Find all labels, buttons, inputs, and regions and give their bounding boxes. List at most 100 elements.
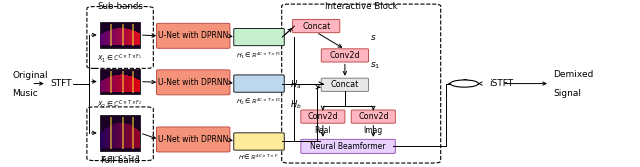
Text: Original: Original	[12, 71, 48, 80]
Bar	[106, 78, 108, 92]
Bar	[122, 117, 124, 149]
Bar	[100, 69, 140, 94]
Text: Conv2d: Conv2d	[330, 51, 360, 60]
Bar	[122, 71, 124, 93]
Bar	[136, 79, 138, 92]
Bar	[128, 76, 130, 92]
Text: $H_a$: $H_a$	[290, 78, 301, 91]
Bar	[116, 75, 118, 92]
Bar	[100, 22, 140, 48]
Bar	[116, 28, 118, 45]
Bar	[132, 71, 134, 93]
Bar	[106, 128, 108, 148]
Bar	[102, 33, 104, 45]
Bar	[116, 123, 118, 148]
Bar	[100, 34, 102, 45]
Text: $X \in \mathbb{C}^{C\times T\times F}$: $X \in \mathbb{C}^{C\times T\times F}$	[100, 154, 140, 165]
Bar	[108, 77, 109, 92]
Bar	[126, 29, 128, 45]
Text: STFT: STFT	[51, 79, 72, 88]
FancyBboxPatch shape	[157, 127, 230, 152]
Bar	[124, 75, 126, 92]
Bar	[122, 28, 124, 45]
Text: $s_1$: $s_1$	[370, 60, 380, 71]
Text: U-Net with DPRNN: U-Net with DPRNN	[158, 31, 228, 40]
FancyBboxPatch shape	[351, 110, 396, 123]
Bar	[128, 124, 130, 148]
Bar	[112, 124, 114, 148]
Bar	[100, 132, 102, 148]
Bar	[112, 29, 114, 45]
Bar	[128, 29, 130, 45]
Bar	[136, 32, 138, 45]
Text: $H_1 \in \mathbb{R}^{4C\times T\times F_1}$: $H_1 \in \mathbb{R}^{4C\times T\times F_…	[236, 51, 282, 61]
Bar	[104, 129, 106, 148]
Text: Demixed: Demixed	[553, 70, 593, 79]
Text: Signal: Signal	[553, 89, 581, 98]
Bar	[124, 28, 126, 45]
FancyBboxPatch shape	[157, 70, 230, 95]
Bar	[120, 123, 122, 148]
Text: Interactive Block: Interactive Block	[324, 2, 397, 11]
Text: Concat: Concat	[302, 22, 330, 31]
Text: iSTFT: iSTFT	[489, 79, 513, 88]
Bar	[134, 78, 136, 92]
Bar	[104, 79, 106, 92]
Bar	[134, 128, 136, 148]
Bar	[136, 129, 138, 148]
Bar	[104, 32, 106, 45]
Text: $X_1 \in \mathbb{C}^{C\times T\times F_1}$: $X_1 \in \mathbb{C}^{C\times T\times F_1…	[97, 52, 143, 64]
Bar	[130, 125, 132, 148]
Text: $H_2 \in \mathbb{R}^{4C\times T\times F_2}$: $H_2 \in \mathbb{R}^{4C\times T\times F_…	[236, 97, 282, 107]
Bar	[130, 76, 132, 92]
Bar	[109, 24, 112, 46]
Bar	[120, 28, 122, 45]
FancyBboxPatch shape	[321, 78, 369, 91]
Text: Imag: Imag	[364, 126, 383, 135]
Text: $H \in \mathbb{R}^{4C\times T\times F}$: $H \in \mathbb{R}^{4C\times T\times F}$	[239, 153, 280, 162]
Bar	[134, 31, 136, 45]
Text: Neural Beamformer: Neural Beamformer	[310, 142, 386, 151]
Bar	[102, 131, 104, 148]
Bar	[114, 29, 116, 45]
Bar	[109, 125, 112, 148]
Text: Real: Real	[315, 126, 331, 135]
Bar	[109, 71, 112, 93]
Bar	[138, 33, 140, 45]
Bar	[109, 117, 112, 149]
Text: Conv2d: Conv2d	[358, 112, 388, 121]
Text: $X_2 \in \mathbb{C}^{C\times T\times F_2}$: $X_2 \in \mathbb{C}^{C\times T\times F_2…	[97, 99, 143, 111]
Text: Music: Music	[12, 89, 38, 98]
FancyBboxPatch shape	[234, 133, 284, 150]
Bar	[100, 115, 140, 151]
Bar	[112, 76, 114, 92]
Bar	[118, 74, 120, 92]
Bar	[132, 127, 134, 148]
Text: $H_b$: $H_b$	[290, 99, 301, 111]
Text: U-Net with DPRNN: U-Net with DPRNN	[158, 78, 228, 87]
Bar	[124, 123, 126, 148]
Bar	[108, 127, 109, 148]
Text: Sub-bands: Sub-bands	[97, 2, 143, 11]
Bar	[106, 31, 108, 45]
FancyBboxPatch shape	[301, 139, 396, 153]
Bar	[138, 80, 140, 92]
Circle shape	[451, 80, 478, 87]
Bar	[132, 77, 134, 92]
FancyBboxPatch shape	[157, 23, 230, 48]
FancyBboxPatch shape	[321, 49, 369, 62]
Bar	[118, 123, 120, 148]
Bar	[100, 81, 102, 92]
Bar	[122, 24, 124, 46]
Text: U-Net with DPRNN: U-Net with DPRNN	[158, 135, 228, 144]
FancyBboxPatch shape	[234, 75, 284, 92]
Bar	[108, 31, 109, 45]
Bar	[109, 30, 112, 45]
Bar	[114, 75, 116, 92]
Bar	[138, 131, 140, 148]
Bar	[118, 28, 120, 45]
Bar	[109, 76, 112, 92]
Text: Concat: Concat	[331, 80, 359, 89]
Bar	[132, 117, 134, 149]
Bar	[122, 123, 124, 148]
